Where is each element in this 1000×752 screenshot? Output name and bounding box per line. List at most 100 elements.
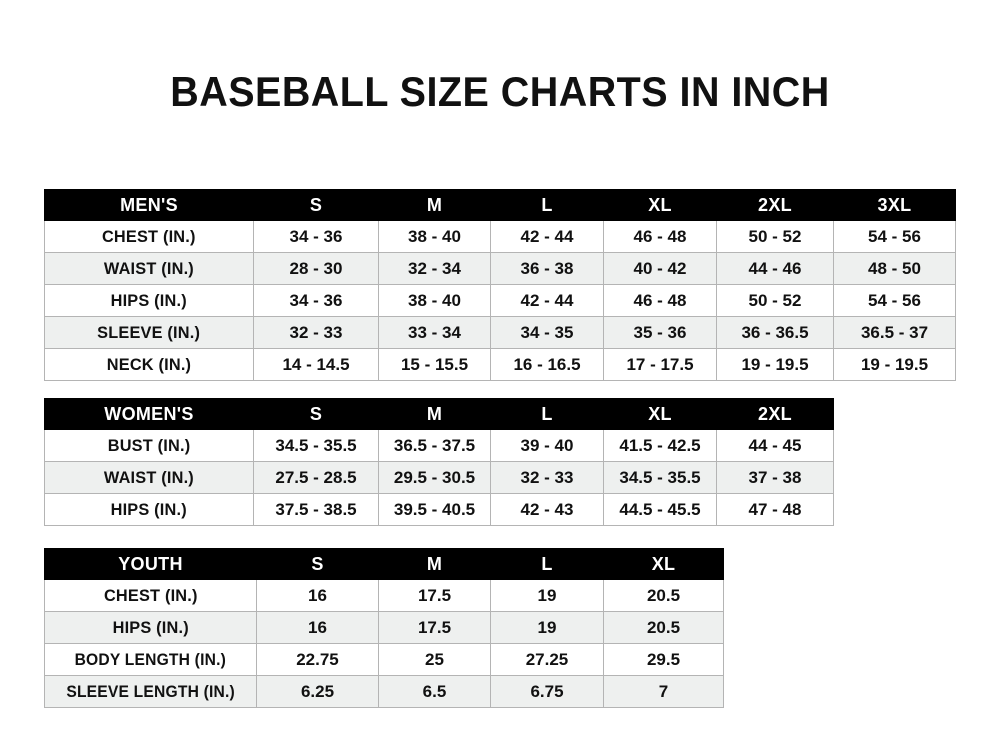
cell-value: 20.5 xyxy=(603,579,724,612)
cell-value: 32 - 34 xyxy=(378,252,491,285)
cell-value: 29.5 xyxy=(603,643,724,676)
cell-value: 32 - 33 xyxy=(490,461,604,494)
cell-value: 36.5 - 37.5 xyxy=(378,429,491,462)
header-cell-2xl: 2XL xyxy=(716,398,834,430)
row-label: BUST (IN.) xyxy=(44,429,254,462)
cell-value: 29.5 - 30.5 xyxy=(378,461,491,494)
cell-value: 50 - 52 xyxy=(716,220,834,253)
mens-size-table: MEN'S S M L XL 2XL 3XL CHEST (IN.) 34 - … xyxy=(44,189,956,381)
cell-value: 7 xyxy=(603,675,724,708)
cell-value: 46 - 48 xyxy=(603,284,717,317)
cell-value: 38 - 40 xyxy=(378,284,491,317)
cell-value: 19 - 19.5 xyxy=(716,348,834,381)
cell-value: 16 xyxy=(256,579,379,612)
youth-size-table: YOUTH S M L XL CHEST (IN.) 16 17.5 19 20… xyxy=(44,548,724,708)
cell-value: 40 - 42 xyxy=(603,252,717,285)
cell-value: 16 - 16.5 xyxy=(490,348,604,381)
cell-value: 44 - 46 xyxy=(716,252,834,285)
cell-value: 27.25 xyxy=(490,643,604,676)
cell-value: 34.5 - 35.5 xyxy=(253,429,379,462)
cell-value: 33 - 34 xyxy=(378,316,491,349)
cell-value: 36.5 - 37 xyxy=(833,316,956,349)
cell-value: 22.75 xyxy=(256,643,379,676)
cell-value: 37 - 38 xyxy=(716,461,834,494)
header-cell-l: L xyxy=(490,548,604,580)
cell-value: 37.5 - 38.5 xyxy=(253,493,379,526)
row-label: HIPS (IN.) xyxy=(44,493,254,526)
row-label: SLEEVE (IN.) xyxy=(44,316,254,349)
header-cell-category: WOMEN'S xyxy=(44,398,254,430)
header-cell-category: MEN'S xyxy=(44,189,254,221)
page-title: BASEBALL SIZE CHARTS IN INCH xyxy=(170,68,830,115)
header-cell-l: L xyxy=(490,398,604,430)
cell-value: 50 - 52 xyxy=(716,284,834,317)
table-row: BUST (IN.) 34.5 - 35.5 36.5 - 37.5 39 - … xyxy=(44,429,834,462)
header-cell-m: M xyxy=(378,189,491,221)
table-row: BODY LENGTH (IN.) 22.75 25 27.25 29.5 xyxy=(44,643,724,676)
row-label: CHEST (IN.) xyxy=(44,579,257,612)
cell-value: 17.5 xyxy=(378,579,491,612)
table-row: SLEEVE LENGTH (IN.) 6.25 6.5 6.75 7 xyxy=(44,675,724,708)
cell-value: 19 xyxy=(490,611,604,644)
cell-value: 6.25 xyxy=(256,675,379,708)
cell-value: 44.5 - 45.5 xyxy=(603,493,717,526)
cell-value: 19 xyxy=(490,579,604,612)
row-label: BODY LENGTH (IN.) xyxy=(44,643,257,676)
table-row: SLEEVE (IN.) 32 - 33 33 - 34 34 - 35 35 … xyxy=(44,316,956,349)
cell-value: 28 - 30 xyxy=(253,252,379,285)
cell-value: 35 - 36 xyxy=(603,316,717,349)
cell-value: 41.5 - 42.5 xyxy=(603,429,717,462)
table-row: CHEST (IN.) 16 17.5 19 20.5 xyxy=(44,579,724,612)
header-cell-xl: XL xyxy=(603,548,724,580)
cell-value: 15 - 15.5 xyxy=(378,348,491,381)
womens-size-table: WOMEN'S S M L XL 2XL BUST (IN.) 34.5 - 3… xyxy=(44,398,834,526)
table-header-row: YOUTH S M L XL xyxy=(44,548,724,580)
cell-value: 34 - 36 xyxy=(253,220,379,253)
header-cell-xl: XL xyxy=(603,189,717,221)
row-label: WAIST (IN.) xyxy=(44,461,254,494)
cell-value: 46 - 48 xyxy=(603,220,717,253)
header-cell-s: S xyxy=(253,398,379,430)
cell-value: 6.5 xyxy=(378,675,491,708)
header-cell-3xl: 3XL xyxy=(833,189,956,221)
header-cell-category: YOUTH xyxy=(44,548,257,580)
row-label: NECK (IN.) xyxy=(44,348,254,381)
table-row: HIPS (IN.) 34 - 36 38 - 40 42 - 44 46 - … xyxy=(44,284,956,317)
header-cell-l: L xyxy=(490,189,604,221)
cell-value: 27.5 - 28.5 xyxy=(253,461,379,494)
table-row: HIPS (IN.) 16 17.5 19 20.5 xyxy=(44,611,724,644)
cell-value: 34.5 - 35.5 xyxy=(603,461,717,494)
table-row: NECK (IN.) 14 - 14.5 15 - 15.5 16 - 16.5… xyxy=(44,348,956,381)
cell-value: 42 - 44 xyxy=(490,284,604,317)
cell-value: 20.5 xyxy=(603,611,724,644)
row-label: SLEEVE LENGTH (IN.) xyxy=(44,675,257,708)
cell-value: 54 - 56 xyxy=(833,220,956,253)
row-label: CHEST (IN.) xyxy=(44,220,254,253)
cell-value: 42 - 43 xyxy=(490,493,604,526)
cell-value: 17.5 xyxy=(378,611,491,644)
cell-value: 6.75 xyxy=(490,675,604,708)
cell-value: 32 - 33 xyxy=(253,316,379,349)
cell-value: 14 - 14.5 xyxy=(253,348,379,381)
cell-value: 36 - 36.5 xyxy=(716,316,834,349)
row-label: HIPS (IN.) xyxy=(44,284,254,317)
cell-value: 34 - 35 xyxy=(490,316,604,349)
table-header-row: MEN'S S M L XL 2XL 3XL xyxy=(44,189,956,221)
table-row: WAIST (IN.) 27.5 - 28.5 29.5 - 30.5 32 -… xyxy=(44,461,834,494)
cell-value: 39.5 - 40.5 xyxy=(378,493,491,526)
table-row: CHEST (IN.) 34 - 36 38 - 40 42 - 44 46 -… xyxy=(44,220,956,253)
cell-value: 48 - 50 xyxy=(833,252,956,285)
header-cell-s: S xyxy=(253,189,379,221)
cell-value: 42 - 44 xyxy=(490,220,604,253)
cell-value: 19 - 19.5 xyxy=(833,348,956,381)
cell-value: 38 - 40 xyxy=(378,220,491,253)
header-cell-xl: XL xyxy=(603,398,717,430)
table-row: HIPS (IN.) 37.5 - 38.5 39.5 - 40.5 42 - … xyxy=(44,493,834,526)
cell-value: 44 - 45 xyxy=(716,429,834,462)
cell-value: 34 - 36 xyxy=(253,284,379,317)
row-label: WAIST (IN.) xyxy=(44,252,254,285)
cell-value: 54 - 56 xyxy=(833,284,956,317)
header-cell-2xl: 2XL xyxy=(716,189,834,221)
cell-value: 47 - 48 xyxy=(716,493,834,526)
